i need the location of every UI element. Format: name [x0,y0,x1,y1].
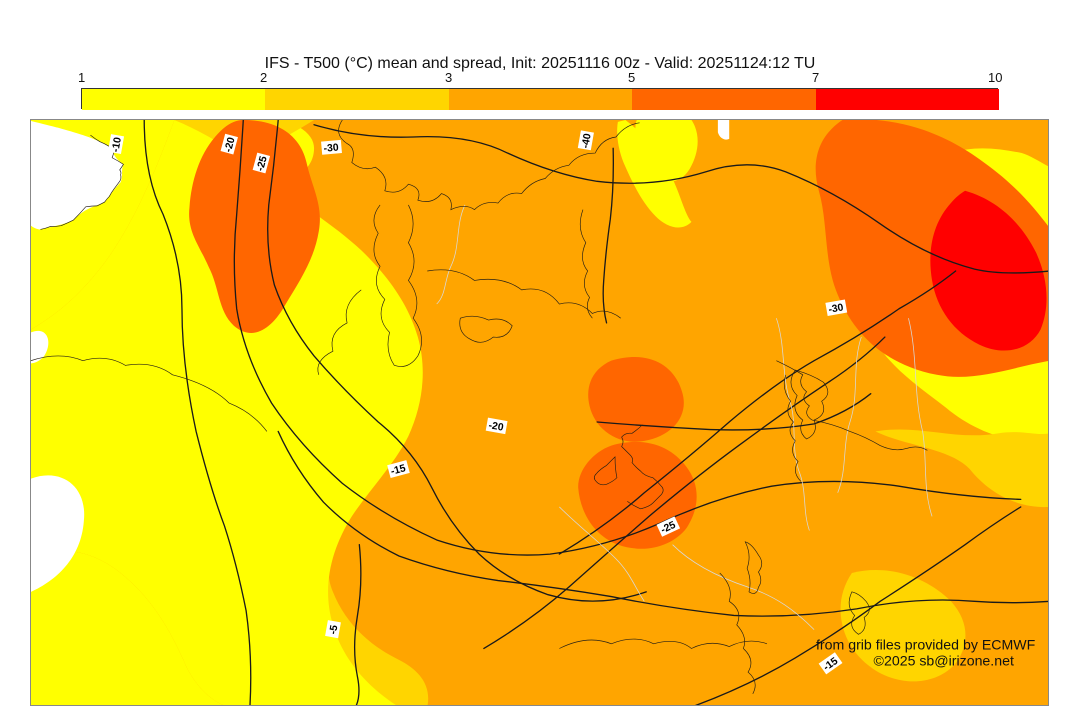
svg-text:-30: -30 [323,142,339,154]
svg-text:from grib files provided by EC: from grib files provided by ECMWF [816,636,1036,652]
svg-text:©2025 sb@irizone.net: ©2025 sb@irizone.net [874,652,1014,668]
